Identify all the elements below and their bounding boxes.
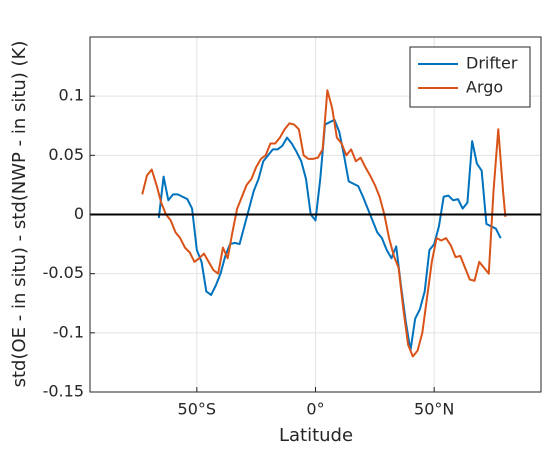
data-line [141, 89, 507, 358]
legend-label: Argo [466, 78, 503, 97]
y-tick-label: 0.1 [59, 86, 84, 105]
legend-label: Drifter [466, 54, 518, 73]
x-tick-label: 50°S [178, 400, 217, 419]
x-axis-label: Latitude [279, 425, 353, 446]
y-axis-label: std(OE - in situ) - std(NWP - in situ) (… [9, 41, 30, 388]
data-line [157, 118, 502, 352]
y-tick-label: 0 [74, 204, 84, 223]
y-tick-label: -0.05 [43, 263, 84, 282]
y-tick-label: -0.15 [43, 382, 84, 401]
axes-box [89, 36, 542, 393]
y-tick-label: -0.1 [53, 322, 84, 341]
legend-box [409, 46, 531, 108]
x-tick-label: 50°N [414, 400, 454, 419]
plot-marks [90, 89, 541, 358]
y-tick-label: 0.05 [48, 145, 84, 164]
x-tick-label: 0° [306, 400, 324, 419]
legend: Drifter Argo [409, 46, 531, 108]
